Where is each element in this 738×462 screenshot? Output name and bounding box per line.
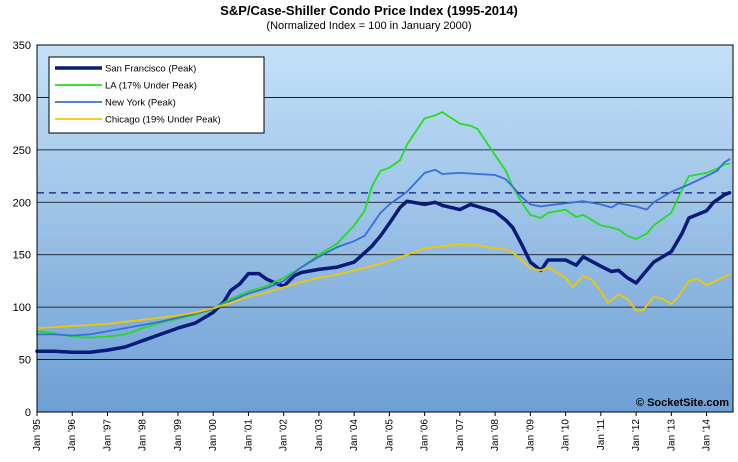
legend-label: LA (17% Under Peak) [105,81,197,92]
legend-label: New York (Peak) [105,98,176,109]
x-tick-label: Jan '99 [173,419,184,451]
x-tick-label: Jan '06 [420,419,431,451]
y-tick-label: 100 [13,302,31,314]
x-tick-label: Jan '00 [208,419,219,451]
y-tick-label: 200 [13,197,31,209]
x-tick-label: Jan '05 [384,419,395,451]
y-tick-label: 250 [13,145,31,157]
legend-label: Chicago (19% Under Peak) [105,115,221,126]
x-tick-label: Jan '03 [314,419,325,451]
x-tick-label: Jan '98 [138,419,149,451]
plot-border [36,44,734,413]
series-lines [35,111,732,354]
x-tick-label: Jan '13 [666,419,677,451]
x-tick-label: Jan '10 [561,419,572,451]
x-tick-label: Jan '96 [67,419,78,451]
x-tick-label: Jan '02 [279,419,290,451]
y-tick-label: 300 [13,92,31,104]
y-tick-label: 0 [25,407,31,419]
x-tick-label: Jan '97 [102,419,113,451]
legend: San Francisco (Peak) LA (17% Under Peak) N… [48,56,265,134]
y-tick-label: 150 [13,250,31,262]
x-tick-label: Jan '04 [349,419,360,451]
series-line [35,191,732,354]
x-tick-label: Jan '14 [702,419,713,451]
legend-label: San Francisco (Peak) [105,64,196,75]
x-tick-label: Jan '01 [243,419,254,451]
y-tick-label: 50 [19,355,31,367]
x-tick-label: Jan '95 [32,419,43,451]
x-tick-label: Jan '07 [455,419,466,451]
y-tick-label: 350 [13,40,31,52]
series-line [36,111,731,339]
x-tick-label: Jan '09 [525,419,536,451]
x-axis: Jan '95 Jan '96 Jan '97 Jan '98 Jan '99 Jan '… [32,412,713,451]
series-line [36,243,731,329]
x-tick-label: Jan '08 [490,419,501,451]
watermark: © SocketSite.com [636,397,729,409]
y-axis: 0 50 100 150 200 250 300 350 [13,40,31,419]
x-tick-label: Jan '11 [596,419,607,451]
series-line [36,158,731,337]
x-tick-label: Jan '12 [631,419,642,451]
chart-title: S&P/Case-Shiller Condo Price Index (1995… [220,3,518,18]
chart-subtitle: (Normalized Index = 100 in January 2000) [266,20,472,32]
